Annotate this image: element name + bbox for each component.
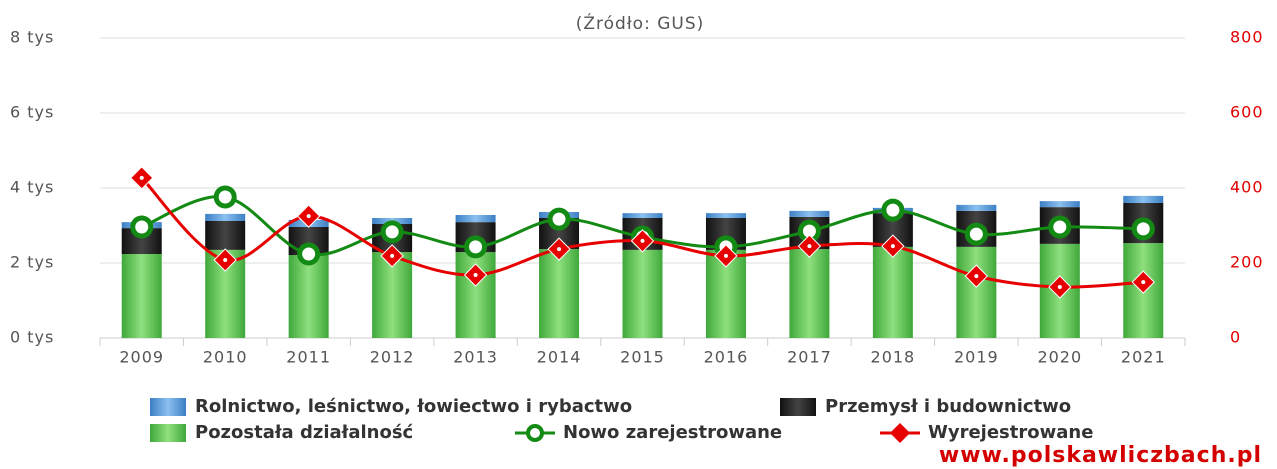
bar-segment [622, 249, 663, 338]
legend-label: Przemysł i budownictwo [825, 396, 1071, 417]
bar-segment [789, 210, 830, 217]
bar-segment [622, 213, 663, 218]
x-tick-label: 2018 [871, 348, 916, 367]
marker-dot [557, 247, 562, 252]
legend-label: Rolnictwo, leśnictwo, łowiectwo i rybact… [195, 396, 632, 417]
y2-tick-label: 400 [1230, 178, 1264, 197]
legend-label: Nowo zarejestrowane [563, 422, 782, 443]
x-tick-label: 2011 [286, 348, 331, 367]
bar-segment [455, 215, 496, 223]
y-tick-label: 8 tys [10, 28, 54, 47]
y2-tick-label: 600 [1230, 103, 1264, 122]
bar-segment [956, 246, 997, 338]
marker-dot [390, 253, 395, 258]
x-tick-label: 2019 [954, 348, 999, 367]
marker [130, 215, 154, 239]
x-tick-label: 2016 [704, 348, 749, 367]
marker-dot [807, 244, 812, 249]
bar-segment [1123, 195, 1164, 203]
marker [1048, 215, 1072, 239]
marker [1131, 217, 1155, 241]
legend-label: Wyrejestrowane [928, 422, 1093, 443]
x-tick-label: 2014 [537, 348, 582, 367]
bar-segment [1039, 201, 1080, 208]
y2-tick-label: 200 [1230, 253, 1264, 272]
x-tick-label: 2020 [1037, 348, 1082, 367]
marker [380, 220, 404, 244]
x-tick-label: 2012 [370, 348, 415, 367]
marker-dot [890, 244, 895, 249]
marker-dot [306, 214, 311, 219]
marker [547, 207, 571, 231]
y-tick-label: 0 tys [10, 328, 54, 347]
y2-tick-label: 0 [1230, 328, 1241, 347]
legend-label: Pozostała działalność [195, 422, 414, 443]
bar-segment [705, 213, 746, 218]
marker-dot [640, 238, 645, 243]
legend-marker [526, 424, 544, 442]
y-tick-label: 6 tys [10, 103, 54, 122]
bar-segment [121, 254, 162, 338]
watermark: www.polskawliczbach.pl [939, 443, 1262, 468]
marker [964, 222, 988, 246]
marker-dot [473, 273, 478, 277]
marker-dot [1057, 285, 1062, 289]
marker-dot [1141, 280, 1146, 285]
x-tick-label: 2010 [203, 348, 248, 367]
marker-dot [974, 274, 979, 279]
y-tick-label: 4 tys [10, 178, 54, 197]
legend-swatch [780, 398, 816, 416]
marker [464, 235, 488, 259]
marker-dot [723, 253, 728, 258]
bar-segment [956, 204, 997, 211]
bar-segment [205, 221, 246, 250]
legend-marker [890, 423, 910, 443]
y-tick-label: 2 tys [10, 253, 54, 272]
x-tick-label: 2015 [620, 348, 665, 367]
x-tick-label: 2009 [119, 348, 164, 367]
marker [881, 198, 905, 222]
bar-segment [789, 249, 830, 338]
bar-segment [872, 246, 913, 338]
marker [297, 242, 321, 266]
x-tick-label: 2017 [787, 348, 832, 367]
x-tick-label: 2021 [1121, 348, 1166, 367]
bar-segment [539, 249, 580, 338]
subtitle: (Źródło: GUS) [576, 12, 705, 34]
bar-segment [205, 213, 246, 221]
x-tick-label: 2013 [453, 348, 498, 367]
marker-dot [139, 175, 144, 180]
marker-dot [223, 258, 228, 262]
legend-swatch [150, 398, 186, 416]
y2-tick-label: 800 [1230, 28, 1264, 47]
marker [213, 185, 237, 209]
bar-segment [288, 255, 329, 338]
legend-swatch [150, 424, 186, 442]
